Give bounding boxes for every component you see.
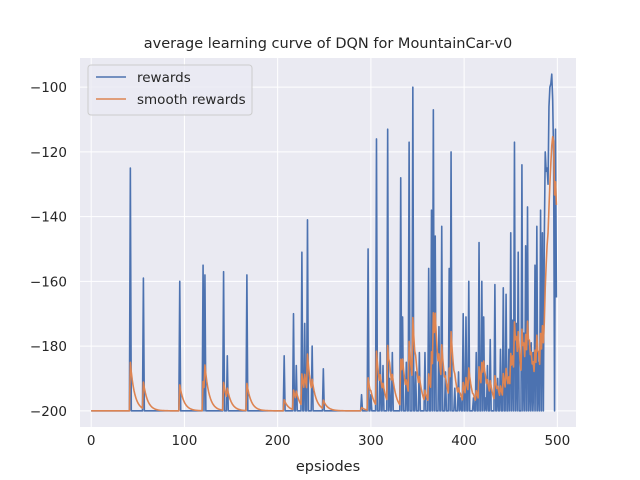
y-tick-label: −120 [30,145,67,161]
legend: rewards smooth rewards [87,64,253,116]
smooth-rewards-line [91,135,558,412]
y-tick-label: −180 [30,339,67,355]
x-tick-label: 400 [451,433,477,449]
x-tick-label: 200 [265,433,291,449]
x-tick-label: 500 [544,433,570,449]
y-tick-label: −200 [30,404,67,420]
legend-label-rewards: rewards [137,70,191,86]
chart-title: average learning curve of DQN for Mounta… [144,36,512,52]
y-tick-label: −140 [30,210,67,226]
y-tick-label: −100 [30,80,67,96]
x-tick-label: 0 [87,433,96,449]
grid-lines [80,58,576,427]
plot-area [80,58,576,427]
series-lines [91,73,558,412]
y-tick-label: −160 [30,274,67,290]
x-tick-label: 300 [358,433,384,449]
legend-label-smooth-rewards: smooth rewards [137,92,246,108]
x-axis-label: epsiodes [296,459,360,475]
x-tick-label: 100 [172,433,198,449]
tick-labels: 0 100 200 300 400 500 −200 −180 −160 −140 −120 −100 [30,80,570,449]
legend-box [87,64,253,116]
